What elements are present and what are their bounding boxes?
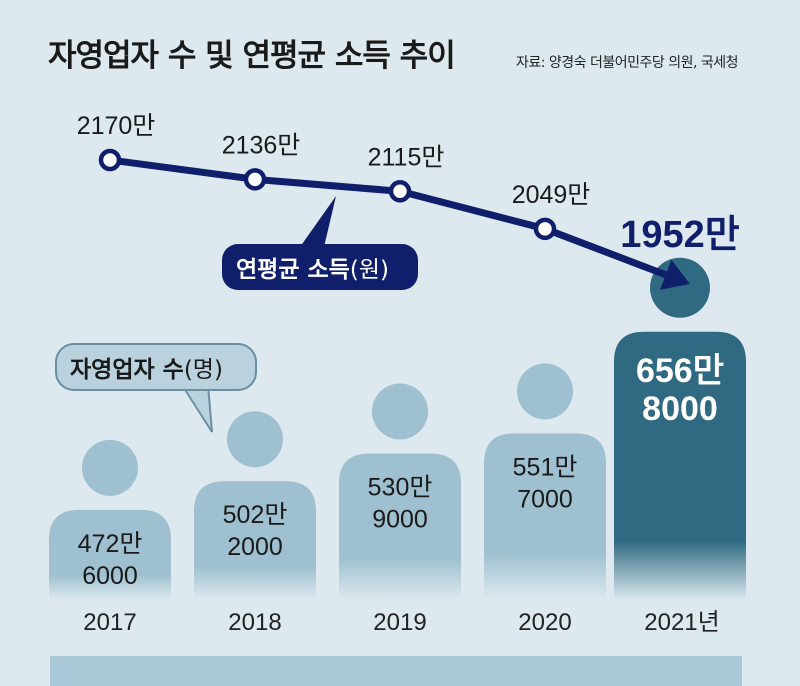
x-tick-label: 2020 xyxy=(518,609,571,636)
bottom-band xyxy=(50,656,742,686)
count-value-label: 8000 xyxy=(642,390,718,428)
x-tick-label: 2017 xyxy=(83,609,136,636)
person-body xyxy=(194,481,316,600)
person-body xyxy=(484,433,606,600)
arrow-head xyxy=(660,259,690,290)
x-tick-label: 2019 xyxy=(373,609,426,636)
person-body xyxy=(339,453,461,600)
count-value-label: 6000 xyxy=(82,562,138,590)
income-series-line xyxy=(543,225,667,279)
count-value-label: 502만 xyxy=(223,501,288,529)
callout-pointer xyxy=(300,196,336,247)
income-value-label: 2049만 xyxy=(512,181,591,209)
count-value-label: 656만 xyxy=(636,352,724,390)
income-point xyxy=(98,148,122,172)
people-figures xyxy=(49,257,746,600)
income-point xyxy=(243,168,267,191)
callout-unit-text: (명) xyxy=(184,357,223,383)
x-tick-label: 2018 xyxy=(228,609,281,636)
income-callout-label: 연평균 소득(원) xyxy=(236,257,389,283)
count-value-label: 9000 xyxy=(372,505,428,533)
count-value-label: 472만 xyxy=(78,530,143,558)
count-value-label: 2000 xyxy=(227,533,283,561)
count-callout-box xyxy=(55,343,257,391)
income-line: 2170만 2136만 2115만 2049만 1952만 xyxy=(77,112,740,290)
person-head xyxy=(372,383,428,440)
person-head xyxy=(517,363,573,420)
count-value-label: 551만 xyxy=(513,453,578,481)
income-value-label: 2170만 xyxy=(77,112,156,140)
callout-joint xyxy=(180,384,210,389)
income-value-label: 2115만 xyxy=(368,143,445,171)
person-head xyxy=(82,439,138,496)
count-value-label: 7000 xyxy=(517,485,573,513)
income-value-label: 1952만 xyxy=(620,214,740,256)
income-point xyxy=(388,180,412,203)
x-axis-ticks: 2017 2018 2019 2020 2021년 xyxy=(83,609,719,636)
callout-unit-text: (원) xyxy=(350,257,389,283)
count-value-label: 530만 xyxy=(368,473,433,501)
person-head xyxy=(650,257,710,318)
person-body xyxy=(614,331,746,600)
callout-main-text: 연평균 소득 xyxy=(236,257,350,283)
count-callout-label: 자영업자 수(명) xyxy=(70,357,223,383)
income-point xyxy=(533,217,557,241)
income-value-label: 2136만 xyxy=(222,131,301,159)
x-tick-label: 2021년 xyxy=(644,609,719,636)
callouts: 연평균 소득(원) 자영업자 수(명) xyxy=(55,196,418,433)
page-title: 자영업자 수 및 연평균 소득 추이 xyxy=(48,38,456,74)
income-callout-box xyxy=(222,244,418,290)
callout-pointer xyxy=(180,384,213,433)
income-series-line xyxy=(109,156,546,233)
source-note: 자료: 양경숙 더불어민주당 의원, 국세청 xyxy=(516,55,739,71)
callout-main-text: 자영업자 수 xyxy=(70,357,184,383)
person-body xyxy=(49,509,171,600)
person-head xyxy=(227,411,283,468)
